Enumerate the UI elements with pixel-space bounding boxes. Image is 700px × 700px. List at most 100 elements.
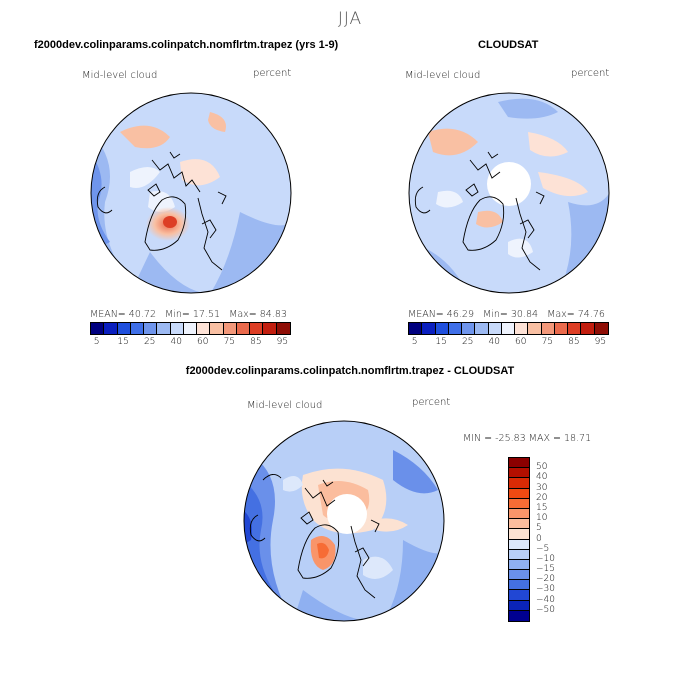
diff-colorbar-swatch [509, 559, 529, 571]
colorbar-tick-label: 75 [541, 337, 554, 347]
diff-colorbar-swatch [509, 508, 529, 520]
diff-colorbar-swatch [509, 570, 529, 581]
diff-colorbar-tick-label: 5 [536, 523, 542, 534]
panel1-max-value: 84.83 [259, 309, 287, 320]
colorbar-tick-label: 85 [250, 337, 262, 347]
panel1-min-label: Min= [165, 309, 190, 320]
colorbar-swatch [515, 323, 529, 334]
colorbar-swatch [236, 323, 251, 334]
colorbar-swatch [276, 323, 290, 334]
diff-colorbar-swatch [509, 549, 529, 560]
colorbar-swatch [117, 323, 131, 334]
panel1-min-value: 17.51 [192, 309, 221, 320]
panel1-title: f2000dev.colinparams.colinpatch.nomflrtm… [34, 39, 339, 51]
colorbar-swatch [91, 323, 105, 334]
colorbar-tick-label: 60 [515, 337, 527, 347]
diff-colorbar-tick-label: −15 [536, 564, 555, 575]
colorbar-swatch [170, 323, 184, 334]
colorbar-swatch [475, 323, 489, 334]
diff-colorbar-tick-label: −20 [536, 574, 555, 585]
panel3-units-label: percent [412, 397, 451, 408]
colorbar-tick-label: 40 [488, 337, 500, 347]
panel3-variable-label: Mid-level cloud [247, 400, 323, 411]
colorbar-tick-label: 95 [276, 337, 289, 347]
diff-colorbar-tick-label: −40 [536, 594, 555, 605]
colorbar-swatch [462, 323, 476, 334]
colorbar-swatch [183, 323, 198, 334]
diff-colorbar-swatch [509, 458, 529, 469]
colorbar-tick-label: 85 [568, 337, 580, 347]
colorbar-tick-label: 40 [170, 337, 182, 347]
colorbar-swatch [422, 323, 436, 334]
diff-colorbar-tick-label: 20 [536, 492, 548, 503]
colorbar-swatch [448, 323, 463, 334]
colorbar-swatch [435, 323, 449, 334]
panel1-max-label: Max= [229, 309, 257, 320]
panel2-colorbar-ticks: 5 15 25 40 60 75 85 95 [408, 337, 607, 349]
diff-colorbar-tick-label: 30 [536, 482, 548, 493]
colorbar-swatch [263, 323, 277, 334]
panel3-title: f2000dev.colinparams.colinpatch.nomflrtm… [185, 365, 515, 377]
diff-colorbar-tick-label: 40 [536, 472, 548, 483]
panel1-mean-label: MEAN= [90, 309, 126, 320]
panel2-units-label: percent [571, 68, 610, 79]
panel2-mean-label: MEAN= [408, 309, 444, 320]
panel2-polar-map [408, 92, 610, 294]
colorbar-swatch [197, 323, 211, 334]
panel1-colorbar-ticks: 5 15 25 40 60 75 85 95 [90, 337, 289, 349]
colorbar-swatch [223, 323, 237, 334]
diff-colorbar-swatch [509, 610, 529, 621]
diff-colorbar-swatch [509, 488, 529, 499]
panel1-colorbar [90, 322, 291, 335]
colorbar-swatch [501, 323, 516, 334]
colorbar-swatch [541, 323, 555, 334]
diff-colorbar-tick-label: 50 [536, 462, 548, 473]
panel3-colorbar-ticks: 50 40 30 20 15 10 5 0 −5 −10 −15 −20 −30 −40 −50 [536, 457, 576, 620]
diff-colorbar-swatch [509, 468, 529, 479]
panel2-max-value: 74.76 [577, 309, 605, 320]
panel2-min-label: Min= [483, 309, 508, 320]
panel1-units-label: percent [253, 68, 292, 79]
panel1-variable-label: Mid-level cloud [82, 70, 158, 81]
panel2-title: CLOUDSAT [478, 39, 539, 51]
colorbar-swatch [157, 323, 171, 334]
diff-colorbar-tick-label: −30 [536, 584, 555, 595]
diff-colorbar-swatch [509, 529, 529, 540]
diff-colorbar-swatch [509, 580, 529, 591]
panel2-max-label: Max= [547, 309, 575, 320]
colorbar-swatch [594, 323, 608, 334]
panel2-variable-label: Mid-level cloud [405, 70, 481, 81]
colorbar-tick-label: 25 [461, 337, 474, 347]
colorbar-tick-label: 15 [117, 337, 129, 347]
colorbar-swatch [568, 323, 582, 334]
panel1-polar-map [90, 92, 292, 294]
diff-colorbar-swatch [509, 600, 529, 611]
colorbar-tick-label: 75 [223, 337, 236, 347]
panel2-mean-value: 46.29 [446, 309, 474, 320]
panel2-min-value: 30.84 [510, 309, 539, 320]
colorbar-swatch [409, 323, 423, 334]
panel1-stats: MEAN= 40.72 Min= 17.51 Max= 84.83 [90, 309, 287, 320]
colorbar-swatch [250, 323, 264, 334]
colorbar-tick-label: 5 [93, 337, 100, 347]
diff-colorbar-swatch [509, 498, 529, 509]
colorbar-tick-label: 25 [143, 337, 156, 347]
colorbar-tick-label: 60 [197, 337, 209, 347]
season-title: JJA [337, 9, 363, 29]
colorbar-swatch [130, 323, 145, 334]
colorbar-tick-label: 95 [594, 337, 607, 347]
colorbar-tick-label: 15 [435, 337, 447, 347]
diff-colorbar-tick-label: −5 [536, 543, 550, 554]
colorbar-swatch [488, 323, 502, 334]
diff-colorbar-swatch [509, 539, 529, 550]
panel2-colorbar [408, 322, 609, 335]
panel2-stats: MEAN= 46.29 Min= 30.84 Max= 74.76 [408, 309, 605, 320]
colorbar-swatch [104, 323, 118, 334]
diff-colorbar-tick-label: 10 [536, 513, 548, 524]
panel3-colorbar [508, 457, 530, 622]
diff-colorbar-tick-label: −10 [536, 553, 555, 564]
colorbar-tick-label: 5 [411, 337, 418, 347]
colorbar-swatch [528, 323, 542, 334]
colorbar-swatch [554, 323, 569, 334]
diff-colorbar-tick-label: −50 [536, 604, 555, 615]
